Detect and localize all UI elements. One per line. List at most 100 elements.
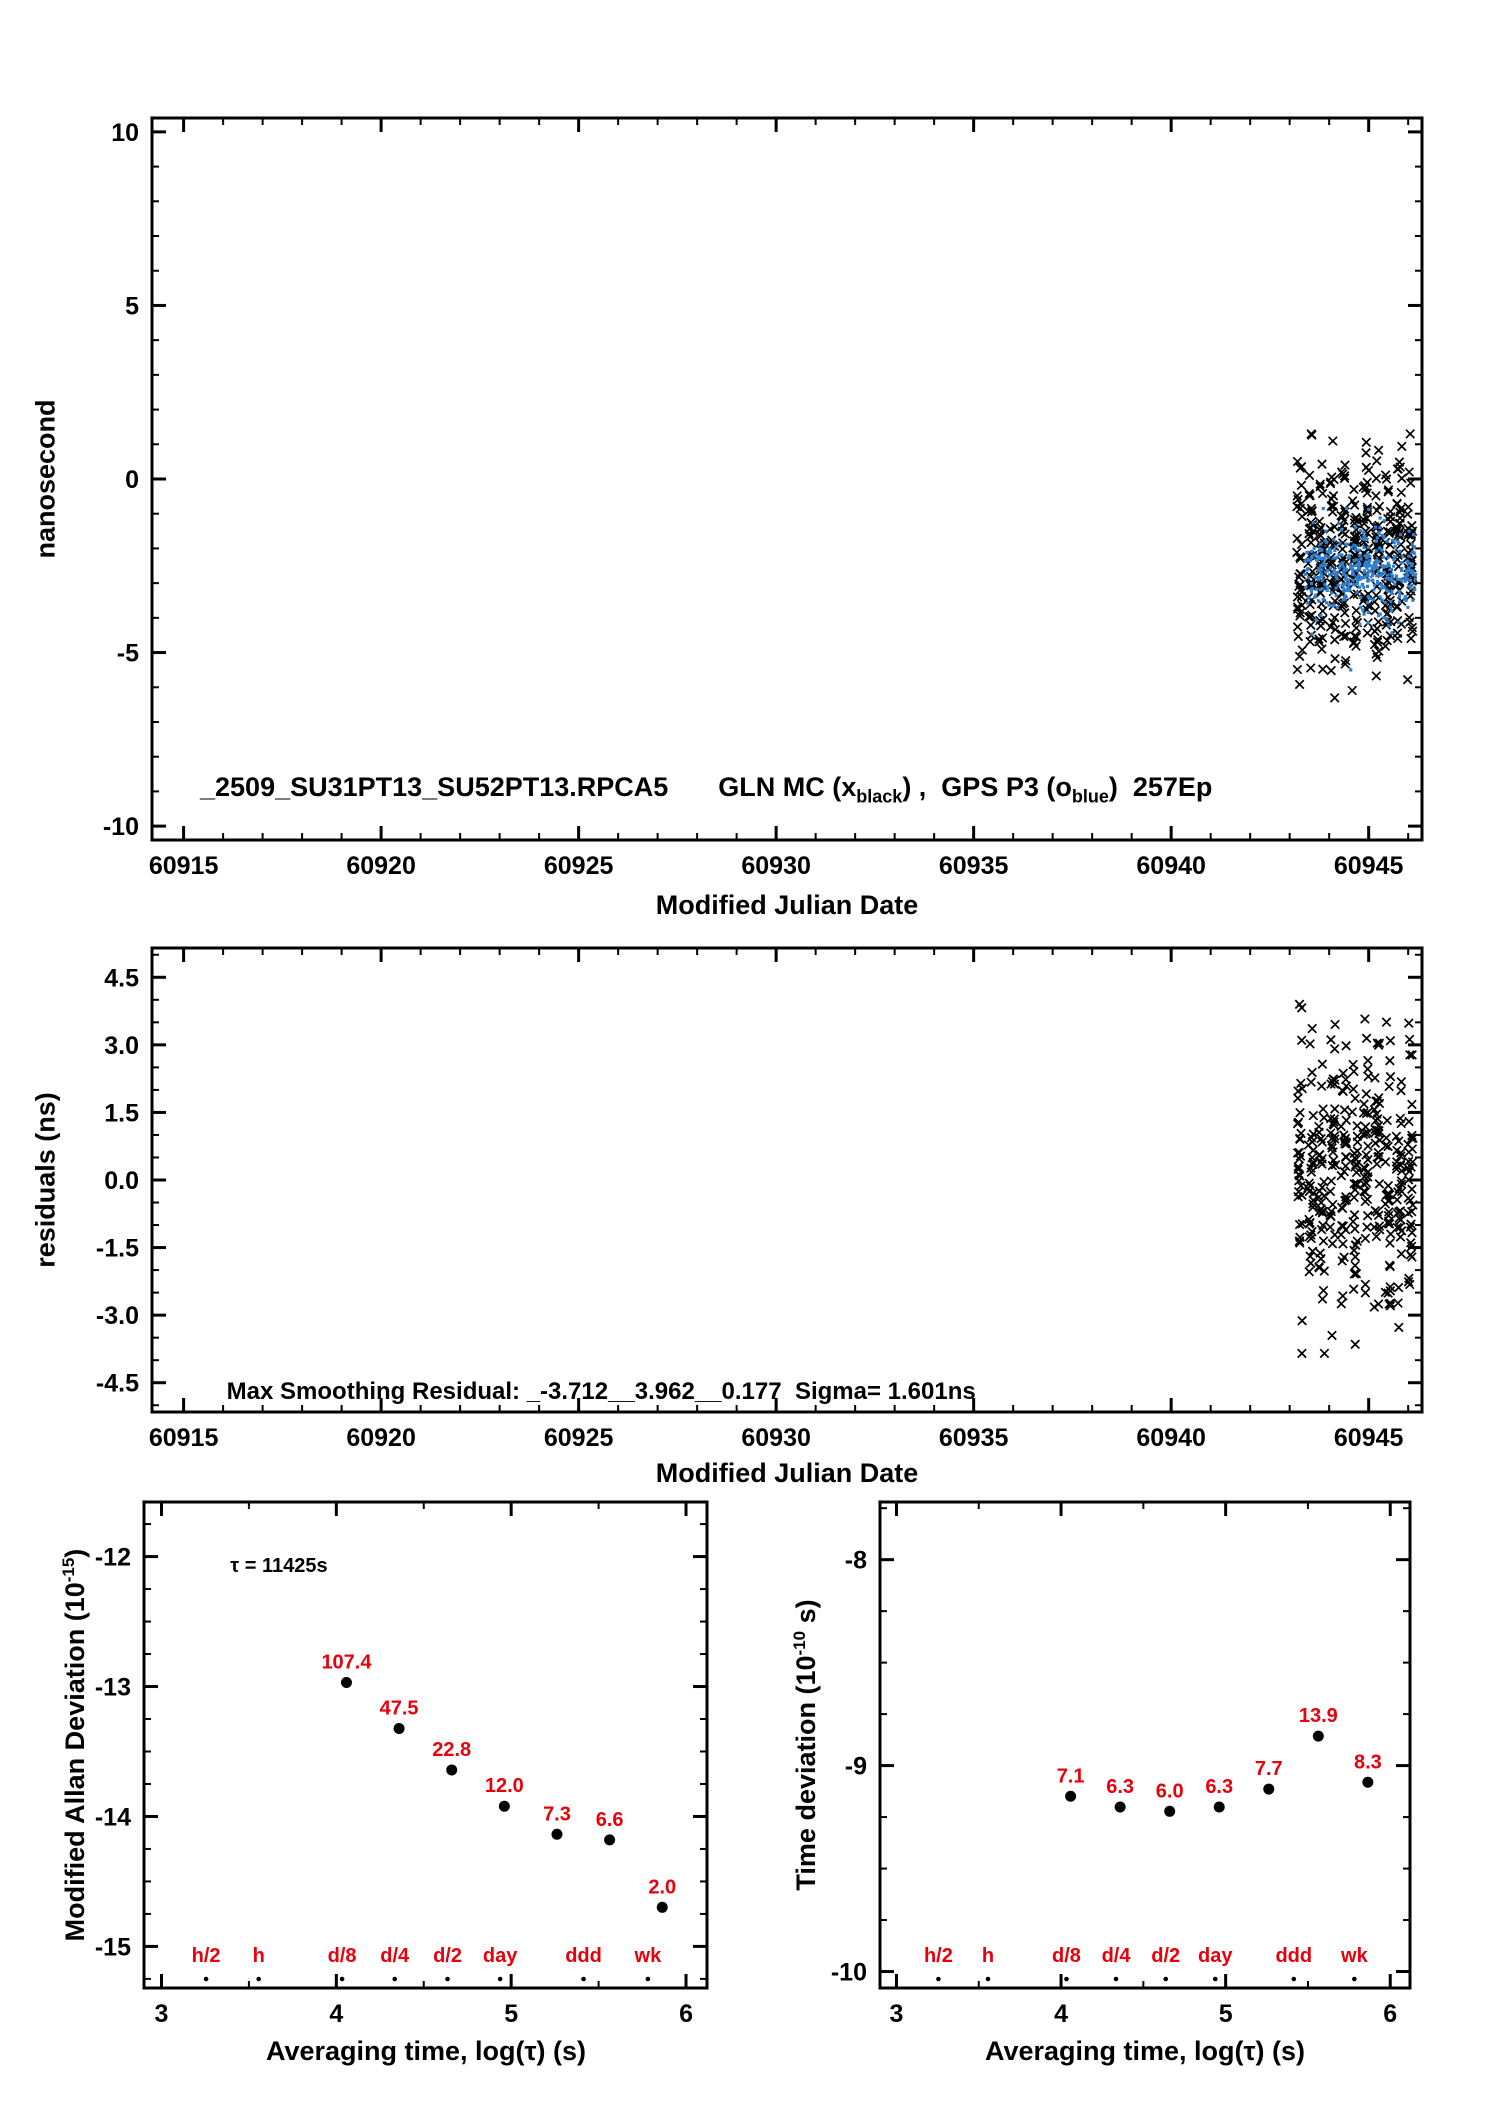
tau-mark-dot xyxy=(1064,1976,1069,1982)
x-tick-label: 60940 xyxy=(1136,852,1206,880)
panel2-annotation: Max Smoothing Residual: _-3.712__3.962__… xyxy=(200,1350,976,1434)
x-tick-label: 60945 xyxy=(1334,1424,1404,1452)
tau-mark-label: h/2 xyxy=(924,1945,953,1967)
y-tick-label: -12 xyxy=(95,1544,131,1572)
deviation-point xyxy=(1065,1790,1077,1802)
x-tick-label: 60930 xyxy=(741,852,811,880)
deviation-value-label: 7.7 xyxy=(1255,1758,1283,1780)
panel1-title-seg3: ) 257Ep xyxy=(1108,772,1213,802)
panel1-title-seg1: GLN MC (x xyxy=(718,772,857,802)
deviation-point xyxy=(604,1834,616,1846)
y-tick-label: -10 xyxy=(103,813,139,841)
tau-mark-label: d/8 xyxy=(1052,1945,1081,1967)
tau-mark-dot xyxy=(985,1976,991,1982)
scatter-dot-markers xyxy=(1303,506,1417,672)
x-tick-label: 60925 xyxy=(544,852,614,880)
y-tick-label: -3.0 xyxy=(96,1302,139,1330)
deviation-point xyxy=(498,1800,510,1812)
panel1-xlabel: Modified Julian Date xyxy=(656,890,919,921)
panel1-title-sub-blue: blue xyxy=(1071,786,1109,807)
panel4-ylabel: Time deviation (10-10 s) xyxy=(790,1599,822,1890)
x-tick-label: 6 xyxy=(1383,2000,1397,2028)
y-tick-label: 4.5 xyxy=(104,964,139,992)
panel3-ylabel-pre: Modified Allan Deviation (10 xyxy=(60,1582,90,1942)
y-tick-label: -14 xyxy=(95,1803,131,1831)
deviation-value-label: 12.0 xyxy=(485,1775,524,1797)
x-tick-label: 60940 xyxy=(1136,1424,1206,1452)
x-tick-label: 4 xyxy=(1054,2000,1068,2028)
x-tick-label: 3 xyxy=(155,2000,169,2028)
tau-mark-dot xyxy=(392,1976,398,1982)
y-tick-label: -5 xyxy=(117,640,139,668)
deviation-value-label: 47.5 xyxy=(380,1697,419,1719)
deviation-value-label: 6.6 xyxy=(596,1809,624,1831)
x-tick-label: 4 xyxy=(329,2000,343,2028)
x-tick-label: 5 xyxy=(504,2000,518,2028)
x-tick-label: 60945 xyxy=(1334,852,1404,880)
tau-mark-dot xyxy=(203,1976,209,1982)
tau-mark-label: day xyxy=(483,1945,518,1967)
tau-mark-label: d/4 xyxy=(380,1945,410,1967)
tau-mark-dot xyxy=(1212,1976,1218,1982)
x-tick-label: 60925 xyxy=(544,1424,614,1452)
deviation-value-label: 107.4 xyxy=(321,1651,372,1673)
panel4-xlabel-text: Averaging time, log(τ) (s) xyxy=(984,2036,1306,2066)
x-tick-label: 60915 xyxy=(149,852,219,880)
y-tick-label: -4.5 xyxy=(96,1370,139,1398)
deviation-value-label: 13.9 xyxy=(1299,1705,1338,1727)
tau-mark-dot xyxy=(1291,1976,1297,1982)
x-tick-label: 60935 xyxy=(939,852,1009,880)
panel3-ylabel-exponent: -15 xyxy=(59,1557,78,1583)
tau-mark-label: h xyxy=(982,1945,994,1967)
deviation-value-label: 7.3 xyxy=(543,1803,571,1825)
x-tick-label: 60920 xyxy=(346,852,416,880)
y-tick-label: 3.0 xyxy=(104,1032,139,1060)
deviation-value-label: 8.3 xyxy=(1354,1751,1382,1773)
tau-mark-label: d/2 xyxy=(1151,1945,1180,1967)
deviation-value-label: 6.3 xyxy=(1106,1776,1134,1798)
panel4-xlabel: Averaging time, log(τ) (s) xyxy=(985,2036,1305,2067)
panel-mdev: 3 4 5 6 -15 -14 -13 -12 107.4 47.5 22.8 12.0 7.3 6.6 2… xyxy=(95,1500,709,2028)
panel3-xlabel: Averaging time, log(τ) (s) xyxy=(266,2036,586,2067)
panel2-ylabel: residuals (ns) xyxy=(31,1092,62,1268)
deviation-point xyxy=(1263,1783,1275,1795)
panel1-title-sub-black: black xyxy=(856,786,903,807)
tau-mark-label: ddd xyxy=(565,1945,602,1967)
tau-mark-dot xyxy=(497,1976,503,1982)
deviation-point xyxy=(1114,1801,1126,1813)
deviation-point xyxy=(1213,1801,1225,1813)
tau-mark-dot xyxy=(256,1976,261,1982)
tau-mark-label: d/4 xyxy=(1102,1945,1132,1967)
panel1-xlabel-text: Modified Julian Date xyxy=(655,890,919,920)
tau-mark-label: wk xyxy=(1340,1945,1369,1967)
deviation-point xyxy=(551,1828,563,1840)
x-tick-label: 60920 xyxy=(346,1424,416,1452)
tau-mark-dot xyxy=(936,1976,941,1982)
deviation-value-label: 2.0 xyxy=(648,1876,676,1898)
panel3-xlabel-text: Averaging time, log(τ) (s) xyxy=(265,2036,587,2066)
tau-mark-label: day xyxy=(1198,1945,1233,1967)
y-tick-label: -15 xyxy=(95,1933,131,1961)
panel4-ylabel-post: s) xyxy=(791,1599,821,1631)
axes-frame xyxy=(142,1500,709,1990)
tau-mark-label: h/2 xyxy=(192,1945,221,1967)
x-tick-label: 60935 xyxy=(939,1424,1009,1452)
deviation-value-label: 6.0 xyxy=(1156,1780,1184,1802)
panel1-title: _2509_SU31PT13_SU52PT13.RPCA5 GLN MC (xbl… xyxy=(200,772,1212,807)
tau-mark-dot xyxy=(1352,1976,1357,1982)
tau-mark-label: wk xyxy=(634,1945,663,1967)
panel3-ylabel: Modified Allan Deviation (10-15) xyxy=(59,1549,91,1942)
panel-phase: 60915 60920 60925 60930 60935 60940 60945 -10 -5… xyxy=(103,116,1424,880)
panel3-ylabel-post: ) xyxy=(60,1548,90,1558)
axes-frame xyxy=(878,1500,1412,1990)
panel3-tau-annotation-text: τ = 11425s xyxy=(230,1555,328,1577)
tau-mark-label: ddd xyxy=(1275,1945,1312,1967)
x-tick-label: 5 xyxy=(1219,2000,1233,2028)
deviation-point xyxy=(656,1901,668,1913)
deviation-value-label: 22.8 xyxy=(432,1739,471,1761)
tau-mark-label: d/2 xyxy=(433,1945,462,1967)
tau-mark-dot xyxy=(1163,1976,1169,1982)
y-tick-label: -1.5 xyxy=(96,1235,139,1263)
